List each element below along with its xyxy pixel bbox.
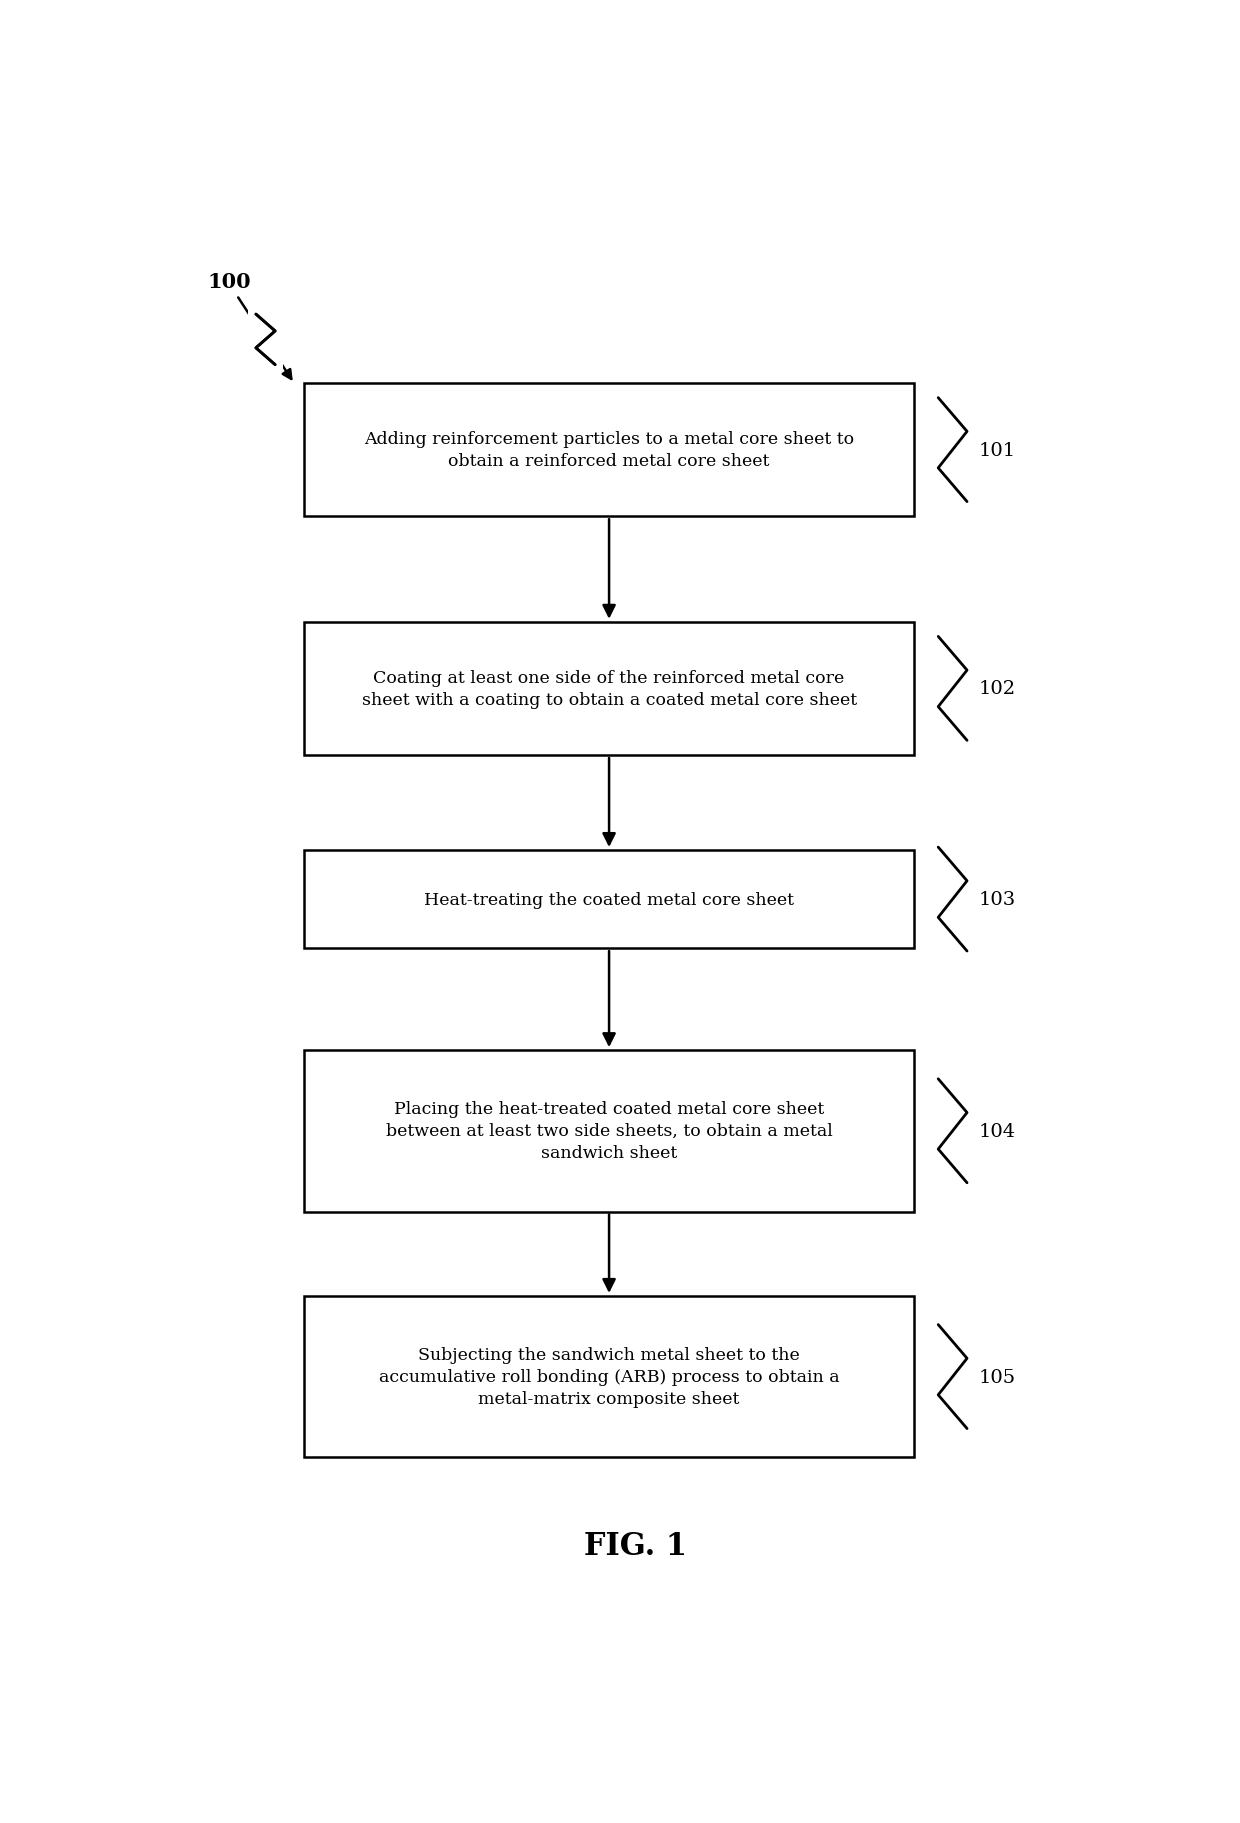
Text: Subjecting the sandwich metal sheet to the
accumulative roll bonding (ARB) proce: Subjecting the sandwich metal sheet to t… [378,1345,839,1407]
Text: Heat-treating the coated metal core sheet: Heat-treating the coated metal core shee… [424,891,794,908]
Text: Placing the heat-treated coated metal core sheet
between at least two side sheet: Placing the heat-treated coated metal co… [386,1101,832,1161]
Text: FIG. 1: FIG. 1 [584,1529,687,1560]
Bar [304,1296,914,1458]
Bar [304,850,914,948]
Bar [304,622,914,757]
Text: 105: 105 [978,1367,1016,1385]
Text: 102: 102 [978,680,1016,698]
Text: 100: 100 [208,272,252,292]
Text: 101: 101 [978,441,1016,459]
Text: 104: 104 [978,1123,1016,1139]
Bar [304,383,914,518]
Bar [304,1050,914,1212]
Bar [248,310,283,372]
Text: Adding reinforcement particles to a metal core sheet to
obtain a reinforced meta: Adding reinforcement particles to a meta… [365,430,854,470]
Text: 103: 103 [978,891,1016,908]
Text: Coating at least one side of the reinforced metal core
sheet with a coating to o: Coating at least one side of the reinfor… [362,669,857,709]
